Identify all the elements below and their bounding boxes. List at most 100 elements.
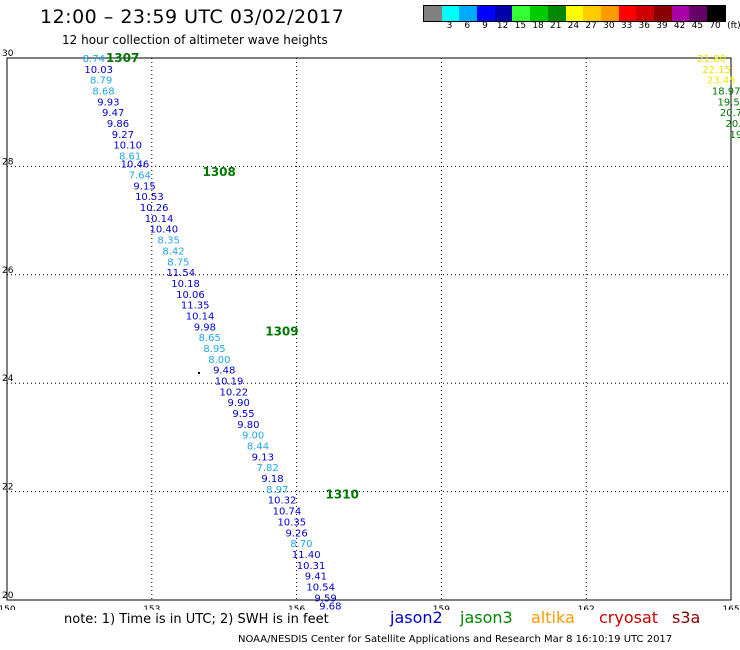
wave-height-value: 20.7 (720, 108, 740, 119)
legend-swatch (583, 6, 601, 21)
legend-label: 24 (567, 21, 580, 31)
legend-swatch (477, 6, 495, 21)
legend-unit: (ft) (727, 21, 740, 31)
wave-height-value: 21.80 (697, 54, 726, 65)
wave-height-value: 11.54 (166, 268, 195, 279)
wave-height-value: 20. (725, 119, 740, 130)
legend-swatch (530, 6, 548, 21)
wave-height-value: 10.32 (268, 496, 297, 507)
legend-label: 45 (691, 21, 704, 31)
wave-height-value: 10.03 (84, 65, 113, 76)
satellite-s3a: s3a (672, 608, 701, 627)
legend-label: 39 (656, 21, 668, 31)
wave-height-value: 8.97 (266, 485, 288, 496)
wave-height-value: 11.40 (292, 550, 321, 561)
wave-height-value: 23.45 (707, 76, 736, 87)
wave-height-value: 10.14 (145, 214, 174, 225)
wave-height-value: 9.98 (194, 322, 216, 333)
wave-height-value: 18.97 (712, 87, 740, 98)
wave-height-value: 11.35 (181, 301, 210, 312)
x-tick-label: 165 (722, 605, 739, 610)
wave-height-value: 10.26 (140, 203, 169, 214)
x-tick-label: 156 (288, 605, 305, 610)
credit-line: NOAA/NESDIS Center for Satellite Applica… (238, 634, 673, 645)
legend-label: 70 (709, 21, 721, 31)
legend-swatch (653, 6, 672, 21)
wave-height-value: 8.44 (247, 442, 269, 453)
legend-label: 3 (446, 21, 453, 31)
wave-height-value: 19.5 (717, 97, 739, 108)
wave-height-value: 10.40 (150, 225, 179, 236)
map-subtitle: 12 hour collection of altimeter wave hei… (62, 33, 328, 47)
legend-label: 12 (496, 21, 509, 31)
wave-height-value: 10.74 (273, 507, 302, 518)
wave-height-value: 9.15 (133, 181, 155, 192)
wave-height-value: 9.47 (102, 108, 124, 119)
wave-height-value: 7.82 (257, 463, 279, 474)
y-tick-label: 28 (2, 157, 14, 167)
wave-height-value: 10.06 (176, 290, 205, 301)
x-tick-label: 159 (433, 605, 450, 610)
wave-height-value: 9.48 (213, 366, 235, 377)
wave-height-value: 7.64 (129, 171, 151, 182)
y-tick-label: 22 (2, 483, 13, 493)
legend-label: 33 (620, 21, 633, 31)
wave-height-value: 9.59 (314, 593, 336, 604)
wave-height-color-legend (423, 5, 726, 22)
satellite-cryosat: cryosat (599, 608, 659, 627)
x-tick-label: 150 (0, 605, 16, 610)
wave-height-value: 8.42 (162, 246, 184, 257)
wave-height-value: 8.74 (83, 54, 105, 65)
legend-label: 18 (532, 21, 544, 31)
y-tick-label: 20 (2, 591, 14, 601)
wave-height-value: 22.15 (702, 65, 731, 76)
wave-height-value: 8.70 (290, 539, 312, 550)
legend-label: 6 (464, 21, 471, 31)
pass-number-label: 1307 (106, 51, 139, 65)
wave-height-value: 19 (729, 130, 740, 141)
legend-swatch (600, 6, 619, 21)
y-tick-label: 24 (2, 374, 14, 384)
legend-swatch (512, 6, 531, 21)
y-tick-label: 26 (2, 266, 14, 276)
wave-height-value: 10.14 (186, 311, 215, 322)
legend-swatch (547, 6, 566, 21)
altimeter-map: 150 153 156 159 162 1653028262422208.7410.038… (0, 49, 740, 610)
wave-height-value: 8.65 (199, 333, 221, 344)
pass-number-label: 1308 (202, 165, 235, 179)
wave-height-value: 8.61 (119, 152, 141, 163)
legend-swatch (459, 6, 478, 21)
wave-height-value: 8.75 (167, 257, 189, 268)
legend-label: 36 (638, 21, 650, 31)
legend-label: 15 (514, 21, 527, 31)
wave-height-value: 9.41 (305, 572, 327, 583)
wave-height-value: 10.46 (121, 160, 150, 171)
legend-label: 42 (673, 21, 686, 31)
wave-height-value: 9.13 (252, 452, 274, 463)
wave-height-value: 8.00 (208, 355, 230, 366)
wave-height-value: 10.10 (113, 141, 142, 152)
map-marker-dot (198, 372, 200, 374)
wave-height-value: 9.93 (97, 97, 119, 108)
wave-height-value: 8.68 (92, 87, 114, 98)
footnote: note: 1) Time is in UTC; 2) SWH is in fe… (64, 612, 329, 627)
y-tick-label: 30 (2, 49, 14, 59)
wave-height-value: 9.27 (112, 130, 134, 141)
x-tick-label: 153 (143, 605, 160, 610)
wave-height-value: 9.86 (107, 119, 129, 130)
wave-height-value: 10.35 (277, 517, 306, 528)
legend-swatch (707, 6, 725, 21)
pass-number-label: 1310 (326, 487, 359, 501)
legend-label: 21 (550, 21, 562, 31)
legend-label: 30 (603, 21, 615, 31)
satellite-jason3: jason3 (460, 608, 513, 627)
wave-height-value: 8.79 (90, 76, 112, 87)
wave-height-value: 10.31 (297, 561, 326, 572)
satellite-altika: altika (531, 608, 575, 627)
wave-height-value: 10.53 (135, 192, 164, 203)
legend-label: 9 (482, 21, 488, 31)
wave-height-value: 9.55 (232, 409, 254, 420)
wave-height-value: 8.95 (203, 344, 225, 355)
x-tick-label: 162 (578, 605, 595, 610)
wave-height-value: 9.26 (285, 528, 307, 539)
